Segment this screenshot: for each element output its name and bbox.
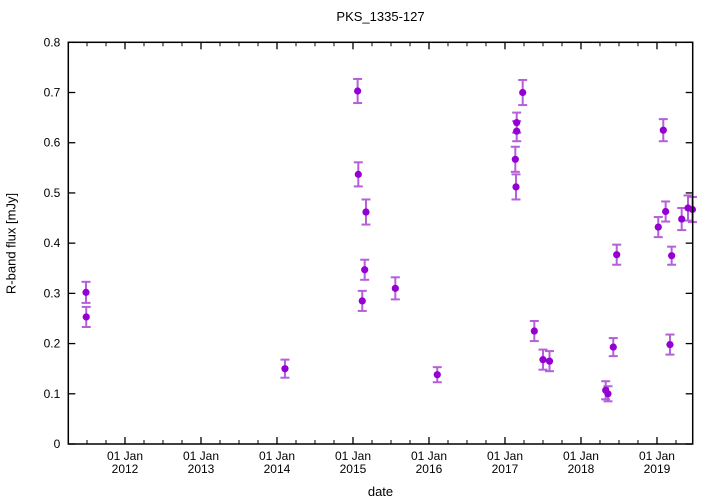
data-point-marker: [668, 252, 676, 260]
x-tick-label: 01 Jan 2013: [183, 449, 219, 476]
y-tick-label: 0.4: [44, 236, 61, 250]
y-tick-label: 0: [54, 437, 61, 451]
x-tick-label: 01 Jan 2016: [411, 449, 447, 476]
data-point-marker: [391, 284, 399, 292]
x-tick-label: 01 Jan 2015: [335, 449, 371, 476]
data-point-marker: [354, 87, 362, 95]
data-point-marker: [604, 390, 612, 398]
data-point-marker: [358, 297, 366, 305]
data-point-marker: [362, 208, 370, 216]
data-point-marker: [545, 357, 554, 365]
data-point-marker: [654, 223, 662, 231]
data-point-marker: [82, 313, 90, 321]
data-point-marker: [609, 343, 617, 351]
y-tick-label: 0.1: [44, 387, 61, 401]
x-tick-label: 01 Jan 2017: [487, 449, 523, 476]
data-point-marker: [530, 327, 538, 335]
y-tick-label: 0.5: [44, 186, 61, 200]
data-point-marker: [662, 207, 670, 216]
data-point-marker: [511, 155, 519, 163]
y-tick-label: 0.6: [44, 136, 61, 150]
data-point-marker: [613, 251, 621, 259]
x-tick-label: 01 Jan 2019: [639, 449, 675, 476]
data-point-marker: [361, 266, 369, 274]
plot-border: [67, 41, 694, 445]
x-tick-label: 01 Jan 2012: [107, 449, 143, 476]
data-point-marker: [539, 356, 547, 364]
data-point-marker: [512, 183, 520, 191]
data-point-marker: [519, 88, 527, 97]
data-point-marker: [354, 170, 362, 178]
chart-title: PKS_1335-127: [336, 9, 425, 24]
y-tick-label: 0.2: [44, 337, 61, 351]
data-point-marker: [666, 340, 674, 349]
data-point-marker: [82, 288, 90, 296]
data-point-marker: [513, 119, 521, 127]
y-tick-label: 0.3: [44, 286, 61, 300]
x-tick-label: 01 Jan 2014: [259, 449, 295, 476]
y-tick-label: 0.7: [44, 86, 61, 100]
data-point-marker: [513, 127, 521, 135]
y-tick-label: 0.8: [44, 35, 61, 49]
data-point-marker: [433, 371, 441, 379]
data-point-marker: [281, 365, 289, 373]
data-point-marker: [678, 215, 686, 223]
x-axis-label: date: [367, 484, 394, 499]
data-point-marker: [659, 126, 667, 134]
x-tick-label: 01 Jan 2018: [563, 449, 599, 476]
